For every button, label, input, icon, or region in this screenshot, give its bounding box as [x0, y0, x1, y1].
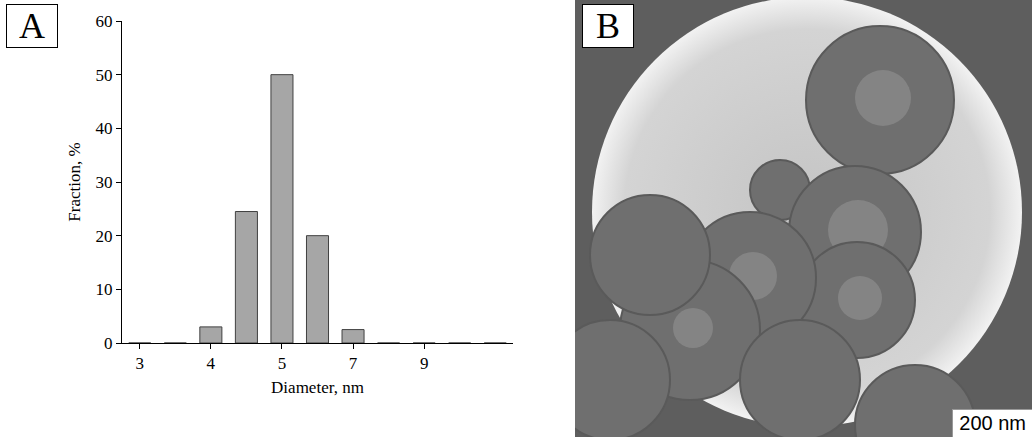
- svg-text:3: 3: [136, 354, 145, 373]
- html-text:A: A: [19, 6, 45, 46]
- svg-text:60: 60: [96, 12, 113, 31]
- svg-text:5: 5: [278, 354, 287, 373]
- svg-text:4: 4: [207, 354, 216, 373]
- svg-text:Fraction, %: Fraction, %: [65, 142, 84, 221]
- svg-text:30: 30: [96, 173, 113, 192]
- svg-text:Diameter, nm: Diameter, nm: [271, 378, 364, 397]
- svg-text:7: 7: [349, 354, 358, 373]
- svg-text:20: 20: [96, 227, 113, 246]
- svg-text:10: 10: [96, 280, 113, 299]
- html-text:200 nm: 200 nm: [959, 412, 1026, 434]
- svg-text:0: 0: [104, 334, 113, 353]
- svg-text:40: 40: [96, 119, 113, 138]
- svg-text:50: 50: [96, 66, 113, 85]
- svg-text:9: 9: [420, 354, 429, 373]
- html-text:B: B: [596, 6, 620, 46]
